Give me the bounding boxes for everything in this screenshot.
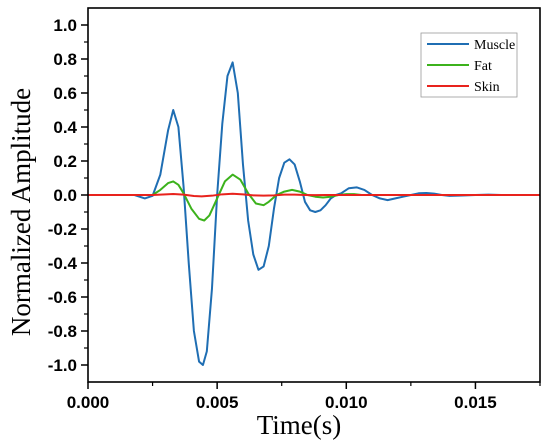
y-tick-label: 0.6	[53, 84, 77, 103]
y-axis-title: Normalized Amplitude	[6, 88, 36, 336]
plot-area	[88, 61, 540, 366]
y-tick-label: 0.0	[53, 186, 77, 205]
legend: Muscle Fat Skin	[420, 32, 518, 98]
x-tick-label: 0.005	[196, 393, 239, 412]
y-tick-label: 1.0	[53, 16, 77, 35]
y-tick-label: 0.2	[53, 152, 77, 171]
legend-label-skin: Skin	[474, 80, 500, 95]
x-axis-title: Time(s)	[257, 410, 342, 440]
y-tick-label: -0.2	[48, 220, 77, 239]
x-tick-label: 0.015	[454, 393, 497, 412]
y-tick-label: 0.8	[53, 50, 77, 69]
legend-label-muscle: Muscle	[474, 38, 515, 53]
y-tick-label: -0.8	[48, 322, 77, 341]
x-tick-label: 0.010	[325, 393, 368, 412]
y-tick-label: -0.4	[48, 254, 78, 273]
y-tick-label: -1.0	[48, 356, 77, 375]
series-line-fat	[88, 173, 540, 222]
series-line-skin	[88, 192, 540, 198]
axes: 0.000 0.005 0.010 0.015 -1.0 -0.8 -0.6 -0.4 -0.2…	[48, 7, 541, 412]
x-tick-label: 0.000	[67, 393, 110, 412]
y-tick-label: -0.6	[48, 288, 77, 307]
legend-label-fat: Fat	[474, 59, 492, 74]
series-line-muscle	[88, 61, 540, 366]
y-tick-label: 0.4	[53, 118, 77, 137]
